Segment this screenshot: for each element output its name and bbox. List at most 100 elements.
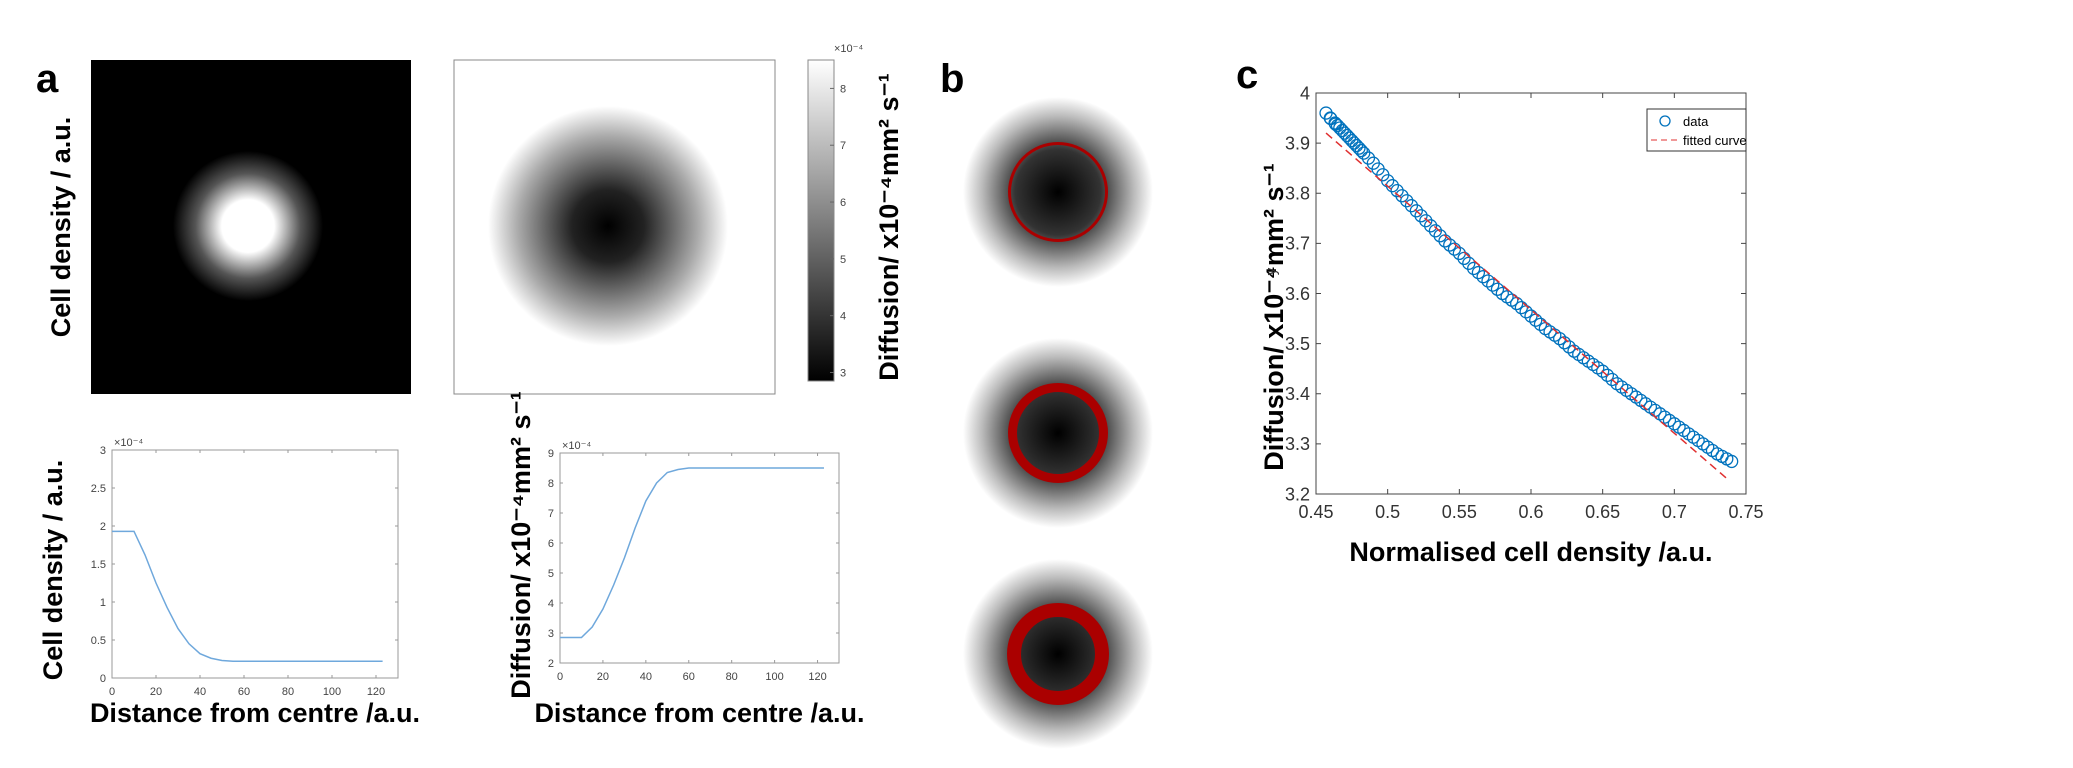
- x-tick-label: 20: [597, 671, 609, 683]
- data-point: [1354, 143, 1368, 158]
- threshold-ring: [1008, 383, 1108, 483]
- x-tick-label: 120: [367, 686, 385, 698]
- data-point: [1347, 136, 1361, 150]
- series-line: [112, 530, 383, 663]
- y-axis-label: Diffusion/ x10⁻⁴mm² s⁻¹: [506, 391, 536, 698]
- legend: data fitted curve: [1646, 108, 1747, 152]
- colorbar-tick-label: 8: [840, 83, 846, 95]
- data-point: [1428, 224, 1443, 238]
- fitted-curve-line: [1325, 132, 1728, 480]
- ring-images: [963, 97, 1155, 749]
- y-tick-label: 7: [548, 508, 554, 520]
- colorbar: ×10⁻⁴ 3 4 5 6 7 8: [807, 43, 863, 382]
- panel-label-a: a: [36, 57, 59, 101]
- legend-data-label: data: [1683, 114, 1709, 129]
- y-tick-label: 2: [100, 521, 106, 533]
- x-tick-label: 0.65: [1585, 502, 1620, 522]
- data-point: [1345, 133, 1359, 148]
- threshold-ring: [1007, 603, 1109, 705]
- diffusion-profile-chart: 0 20 40 60 80 100 120 2 3 4 5 6 7 8 9 ×10⁻⁴ Distance fro…: [506, 391, 865, 728]
- panel-label-b: b: [940, 57, 964, 101]
- plot-area: [559, 452, 840, 664]
- y-tick-label: 3: [100, 445, 106, 457]
- data-point: [1725, 454, 1739, 469]
- y-tick-label: 0: [100, 673, 106, 685]
- data-point: [1600, 368, 1615, 382]
- colorbar-tick-label: 3: [840, 367, 846, 379]
- y-tick-label: 4: [1300, 83, 1310, 103]
- data-point: [1514, 301, 1529, 315]
- density-blob: [963, 559, 1153, 749]
- data-point: [1553, 331, 1567, 346]
- colorbar-tick-label: 6: [840, 197, 846, 209]
- data-point: [1338, 126, 1352, 140]
- x-tick-label: 100: [323, 686, 341, 698]
- x-axis-label: Normalised cell density /a.u.: [1349, 537, 1712, 567]
- data-point: [1605, 372, 1619, 387]
- data-point: [1490, 282, 1505, 296]
- x-tick-label: 120: [808, 671, 826, 683]
- cell-density-profile-chart: 0 20 40 60 80 100 120 0 0.5 1 1.5 2 2.5 3 ×10⁻⁴ Distanc…: [38, 437, 420, 728]
- x-tick-label: 0: [109, 686, 115, 698]
- data-point: [1533, 317, 1548, 331]
- y-axis-label: Cell density / a.u.: [38, 460, 68, 681]
- panel-label-c: c: [1236, 53, 1258, 97]
- x-tick-label: 0.45: [1298, 502, 1333, 522]
- data-point: [1390, 183, 1404, 198]
- plot-area: [111, 449, 399, 679]
- x-tick-label: 60: [683, 671, 695, 683]
- data-point: [1330, 118, 1345, 133]
- y-tick-label: 3.7: [1285, 234, 1310, 254]
- data-point: [1335, 123, 1349, 138]
- data-point: [1395, 189, 1409, 203]
- data-point: [1342, 131, 1357, 145]
- y-tick-label: 1.5: [91, 559, 106, 571]
- colorbar-exponent: ×10⁻⁴: [834, 43, 863, 55]
- y-exponent: ×10⁻⁴: [114, 437, 143, 449]
- data-point: [1409, 204, 1423, 218]
- data-point: [1524, 309, 1538, 323]
- x-tick-label: 0.55: [1442, 502, 1477, 522]
- data-point: [1333, 121, 1347, 135]
- y-tick-label: 3.2: [1285, 484, 1310, 504]
- plot-area: [1315, 92, 1747, 495]
- image-ylabel: Cell density / a.u.: [46, 117, 76, 338]
- data-point: [1557, 336, 1572, 350]
- density-blob: [963, 97, 1153, 287]
- data-point: [1404, 199, 1419, 213]
- data-point: [1357, 146, 1371, 160]
- data-point: [1328, 116, 1342, 130]
- data-point: [1400, 194, 1414, 208]
- y-tick-label: 3.3: [1285, 434, 1310, 454]
- x-tick-label: 0: [557, 671, 563, 683]
- y-tick-label: 3: [548, 628, 554, 640]
- y-tick-label: 1: [100, 597, 106, 609]
- x-tick-label: 0.7: [1662, 502, 1687, 522]
- x-axis-label: Distance from centre /a.u.: [534, 698, 864, 728]
- x-tick-label: 40: [194, 686, 206, 698]
- x-tick-label: 0.75: [1728, 502, 1763, 522]
- y-axis-label: Diffusion/ x10⁻⁴mm² s⁻¹: [1259, 163, 1289, 470]
- series-line: [560, 467, 824, 639]
- y-tick-label: 6: [548, 538, 554, 550]
- x-tick-label: 60: [238, 686, 250, 698]
- data-point: [1361, 151, 1376, 165]
- data-point: [1467, 261, 1481, 276]
- data-point: [1419, 214, 1433, 228]
- y-tick-label: 3.6: [1285, 284, 1310, 304]
- colorbar-tick-label: 7: [840, 140, 846, 152]
- data-point: [1596, 364, 1610, 378]
- data-point: [1476, 270, 1490, 284]
- y-tick-label: 3.8: [1285, 184, 1310, 204]
- legend-fit-label: fitted curve: [1683, 133, 1747, 148]
- threshold-ring: [1008, 142, 1108, 242]
- x-tick-label: 40: [640, 671, 652, 683]
- diffusion-vs-density-chart: 0.45 0.5 0.55 0.6 0.65 0.7 0.75 3.2 3.3 3.4 3.5 3.6…: [1259, 83, 1764, 567]
- data-point: [1414, 209, 1428, 223]
- data-point: [1462, 256, 1476, 270]
- x-tick-label: 80: [282, 686, 294, 698]
- x-axis-label: Distance from centre /a.u.: [90, 698, 420, 728]
- colorbar-tick-label: 4: [840, 311, 846, 323]
- y-tick-label: 5: [548, 568, 554, 580]
